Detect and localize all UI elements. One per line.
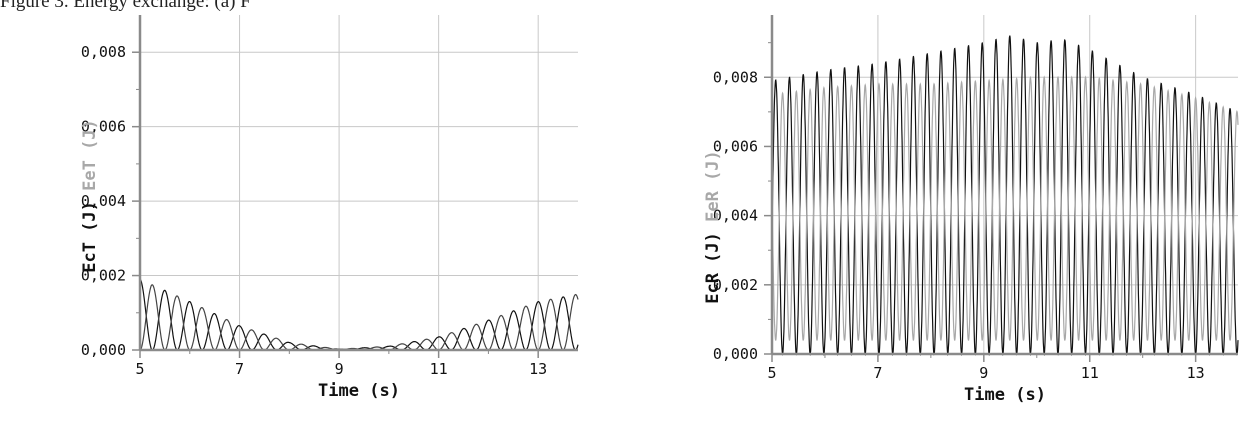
y-axis-label-part-2: EeR (J) xyxy=(703,150,723,232)
chart-panel-2: 0,000 0,002 0,004 0,006 0,008 5 7 9 11 13 Time (s)… xyxy=(703,15,1239,405)
x-tick-label: 9 xyxy=(979,364,988,382)
y-tick-label: 0,000 xyxy=(713,345,758,363)
y-axis-label-part-2: EeT (J) xyxy=(80,119,100,201)
x-tick-label: 13 xyxy=(1187,364,1205,382)
y-axis-label: EcT (J) EeT (J) xyxy=(80,119,100,273)
y-tick-label: 0,006 xyxy=(81,118,126,136)
y-tick-label: 0,008 xyxy=(81,43,126,61)
y-tick-label: 0,002 xyxy=(713,276,758,294)
figure-caption: Figure 3. Energy exchange: (a) F xyxy=(0,0,251,12)
x-tick-label: 7 xyxy=(235,360,244,378)
y-axis-label: EcR (J) EeR (J) xyxy=(703,150,723,304)
y-tick-label: 0,008 xyxy=(713,68,758,86)
y-axis-label-part-1: EcR (J) xyxy=(703,232,723,304)
x-tick-label: 11 xyxy=(430,360,448,378)
x-axis-label: Time (s) xyxy=(318,381,400,401)
series-line-1 xyxy=(771,35,1239,357)
x-tick-label: 13 xyxy=(529,360,547,378)
x-tick-label: 11 xyxy=(1081,364,1099,382)
x-tick-label: 5 xyxy=(135,360,144,378)
y-tick-label: 0,002 xyxy=(81,267,126,285)
y-axis-label-part-1: EcT (J) xyxy=(80,201,100,273)
y-tick-label: 0,006 xyxy=(713,137,758,155)
x-tick-label: 7 xyxy=(873,364,882,382)
x-tick-label: 9 xyxy=(335,360,344,378)
y-tick-label: 0,004 xyxy=(713,207,758,225)
chart-panel-1: 0,000 0,002 0,004 0,006 0,008 5 7 9 11 13 Time (s)… xyxy=(80,15,579,401)
y-tick-label: 0,000 xyxy=(81,341,126,359)
x-tick-label: 5 xyxy=(767,364,776,382)
x-axis-label: Time (s) xyxy=(964,385,1046,405)
y-tick-label: 0,004 xyxy=(81,192,126,210)
series-line-2 xyxy=(771,75,1239,341)
